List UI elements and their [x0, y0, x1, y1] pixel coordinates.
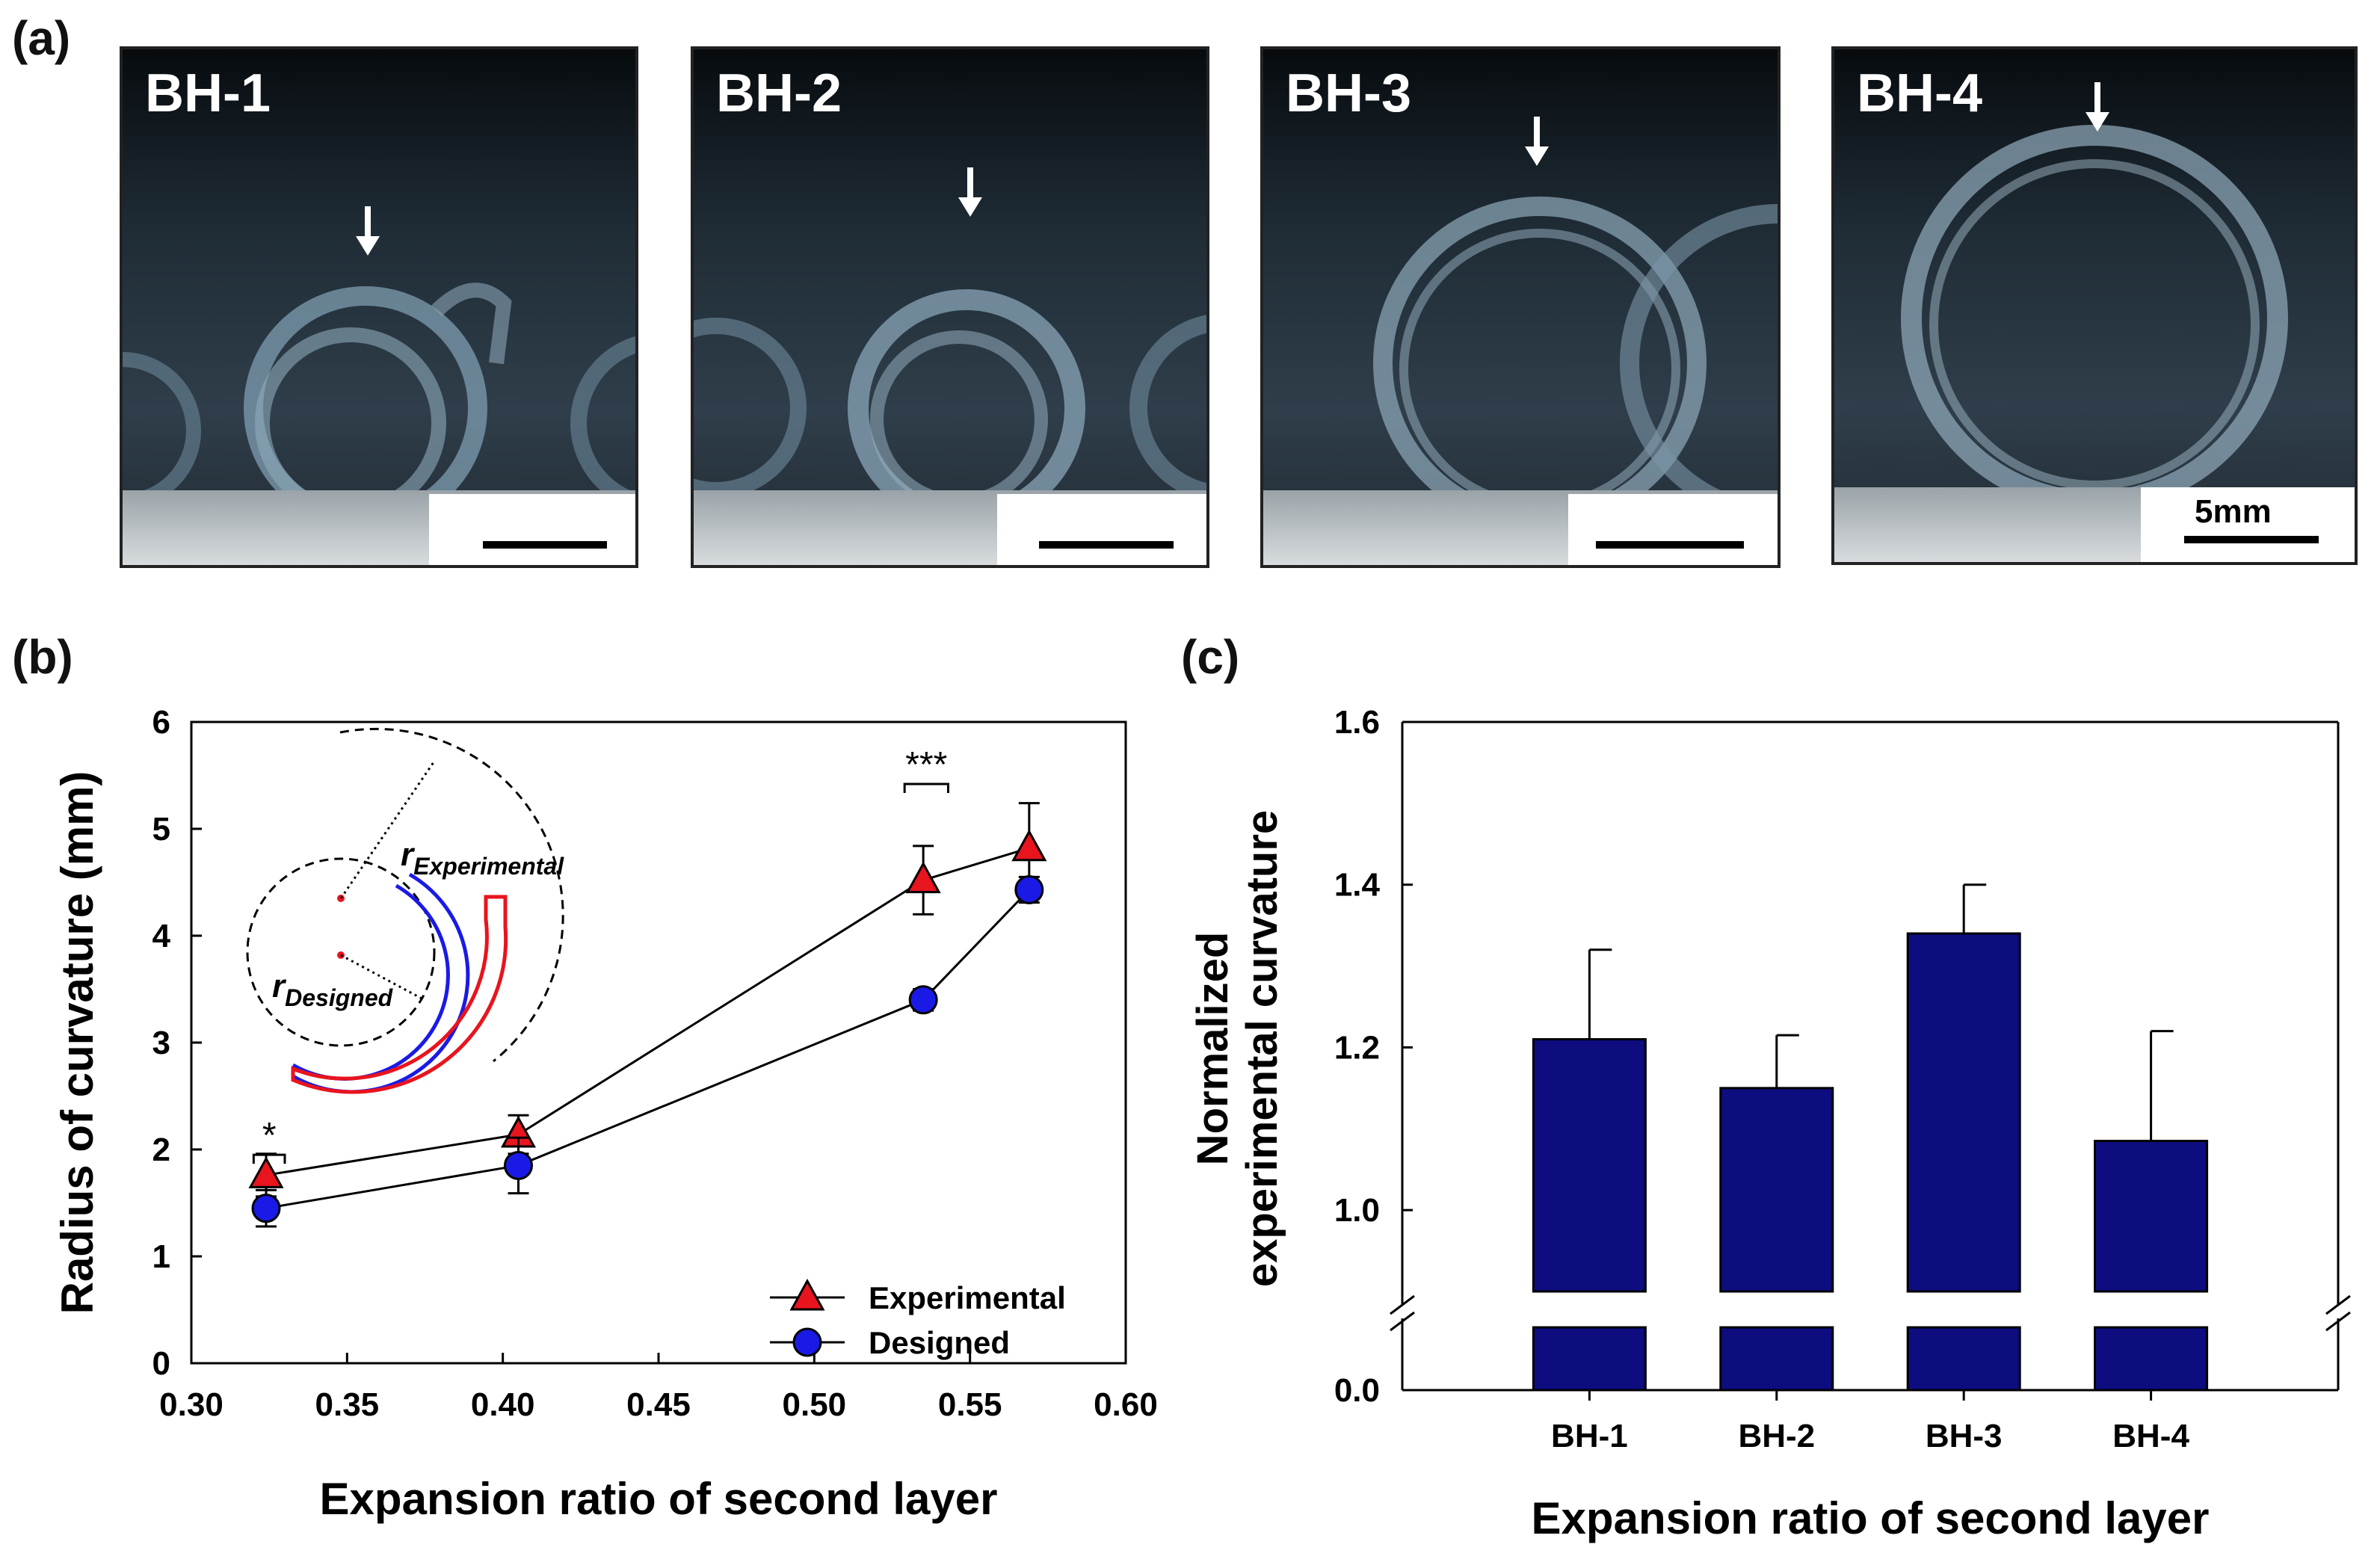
y-tick-label: 5 [152, 811, 170, 848]
bar-upper [1719, 1087, 1834, 1293]
significance-bracket [903, 783, 949, 793]
data-point-designed [504, 1150, 533, 1180]
significance-label: *** [905, 745, 947, 785]
bar-lower [2094, 1326, 2209, 1392]
panel-label-a: (a) [12, 11, 71, 65]
significance-bracket [252, 1153, 286, 1164]
x-tick-label: 0.30 [159, 1386, 223, 1423]
y-axis-label: Radius of curvature (mm) [52, 771, 102, 1315]
series-line-experimental [265, 847, 1030, 1176]
photo-title: BH-2 [716, 64, 842, 123]
bar-chart-axes: 0.0 1.0 1.2 1.4 1.6 BH-1 BH-2 BH-3 BH-4 Expansion… [1189, 704, 2351, 1543]
data-point-designed [1014, 875, 1044, 905]
photo-bh1: BH-1 [120, 46, 638, 568]
y-tick-label: 1.0 [1334, 1192, 1380, 1229]
y-tick-label: 1.6 [1334, 704, 1380, 741]
inset-label-experimental: rExperimental [401, 836, 564, 880]
panel-label-c: (c) [1181, 630, 1240, 684]
panel-label-b: (b) [12, 630, 73, 684]
axis-break-mark [1390, 1311, 1415, 1332]
photo-bh3-image [1263, 49, 1778, 565]
data-point-experimental [248, 1156, 284, 1188]
bar-upper [1906, 932, 2021, 1293]
y-tick-label: 0 [152, 1345, 170, 1382]
legend-marker [789, 1278, 825, 1311]
y-tick-label: 1.2 [1334, 1029, 1380, 1066]
y-axis-label-line1: Normalized [1189, 932, 1237, 1166]
legend-marker [792, 1327, 822, 1357]
x-tick-label: 0.60 [1094, 1386, 1158, 1423]
y-tick-label: 6 [152, 704, 170, 741]
line-chart: 0.30 0.35 0.40 0.45 0.50 0.55 0.60 0 1 2 3 4 5 6 Expan… [52, 704, 1158, 1524]
bar-lower [1719, 1326, 1834, 1392]
y-tick-label: 0.0 [1334, 1372, 1380, 1409]
bar-chart: 0.0 1.0 1.2 1.4 1.6 BH-1 BH-2 BH-3 BH-4 Expansion… [1189, 704, 2351, 1543]
significance-label: * [262, 1116, 277, 1155]
data-point-designed [908, 985, 938, 1015]
legend-label: Designed [869, 1325, 1010, 1360]
x-tick-label: 0.45 [626, 1386, 691, 1423]
x-tick-label: 0.40 [471, 1386, 535, 1423]
x-axis-label: Expansion ratio of second layer [320, 1474, 998, 1524]
y-axis-label-line2: experimental curvature [1238, 810, 1286, 1287]
photo-bh1-image [123, 49, 635, 565]
x-axis-label: Expansion ratio of second layer [1532, 1493, 2210, 1543]
bar-upper [2094, 1140, 2209, 1293]
x-tick-label: BH-1 [1551, 1418, 1628, 1454]
series-line-designed [265, 889, 1030, 1210]
x-tick-label: 0.50 [783, 1386, 847, 1423]
data-point-experimental [905, 861, 941, 894]
y-tick-label: 3 [152, 1025, 170, 1061]
bar-lower [1906, 1326, 2021, 1392]
legend-label: Experimental [869, 1280, 1066, 1315]
photo-bh2-image [694, 49, 1206, 565]
photo-title: BH-3 [1286, 64, 1412, 123]
bar-lower [1532, 1326, 1647, 1392]
x-tick-label: 0.35 [315, 1386, 380, 1423]
y-tick-label: 4 [152, 918, 171, 954]
data-point-designed [251, 1194, 281, 1223]
x-tick-label: BH-4 [2112, 1418, 2189, 1454]
y-tick-label: 1 [152, 1238, 170, 1275]
photo-bh4: BH-4 5mm [1831, 46, 2358, 565]
photo-bh3: BH-3 [1260, 46, 1781, 568]
axis-break-mark [2325, 1311, 2351, 1332]
line-chart-axes: 0.30 0.35 0.40 0.45 0.50 0.55 0.60 0 1 2 3 4 5 6 Expan… [52, 704, 1158, 1524]
bar-upper [1532, 1038, 1647, 1293]
y-tick-label: 2 [152, 1132, 170, 1168]
line-chart-series: **** [248, 745, 1047, 1228]
axis-break-mark [2325, 1294, 2351, 1315]
x-tick-label: BH-2 [1738, 1418, 1815, 1454]
x-tick-label: BH-3 [1926, 1418, 2003, 1454]
y-tick-label: 1.4 [1334, 867, 1381, 904]
photo-bh2: BH-2 [691, 46, 1209, 568]
legend: Experimental Designed [770, 1278, 1066, 1360]
data-point-experimental [1011, 829, 1047, 862]
photo-title: BH-1 [145, 64, 271, 123]
bar-chart-bars [1532, 883, 2209, 1401]
axis-break-mark [1390, 1294, 1415, 1315]
photo-bh4-image [1834, 49, 2355, 562]
photo-title: BH-4 [1857, 64, 1983, 123]
x-tick-label: 0.55 [938, 1386, 1002, 1423]
plot-frame [190, 720, 1127, 1365]
scale-bar-label: 5mm [2195, 493, 2272, 530]
inset-label-designed: rDesigned [272, 968, 394, 1011]
inset-diagram [246, 727, 564, 1094]
